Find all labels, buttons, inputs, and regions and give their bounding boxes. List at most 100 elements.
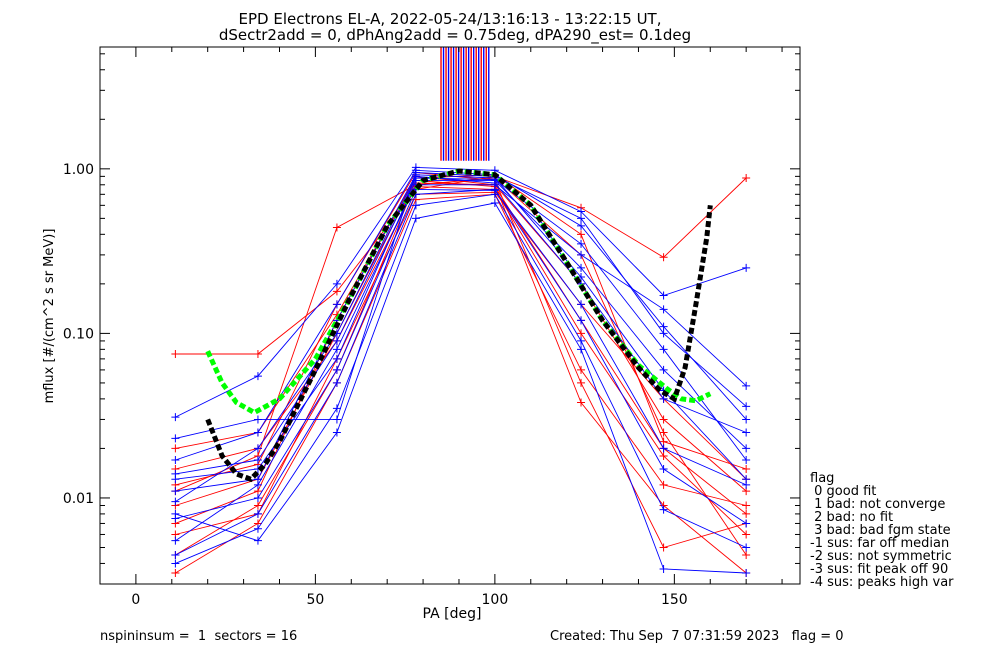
- series-5-point-2: [332, 223, 341, 232]
- footer-left: nspininsum = 1 sectors = 16: [100, 629, 297, 644]
- series-0-point-1: [253, 349, 262, 358]
- series-18-point-6: [659, 322, 668, 331]
- series-17-point-6: [659, 444, 668, 453]
- series-15-point-5: [577, 263, 586, 272]
- series-18-point-1: [253, 428, 262, 437]
- chart-title: EPD Electrons EL-A, 2022-05-24/13:16:13 …: [239, 10, 662, 28]
- series-20-point-2: [332, 336, 341, 345]
- series-8-point-5: [577, 365, 586, 374]
- series-11-point-6: [659, 329, 668, 338]
- series-20-point-1: [253, 456, 262, 465]
- series-11-point-7: [742, 402, 751, 411]
- plot-frame: [99, 46, 801, 585]
- series-line-8: [175, 193, 747, 574]
- series-11-point-1: [253, 415, 262, 424]
- legend-item-7: -4 sus: peaks high var: [810, 575, 954, 590]
- series-20-point-0: [171, 469, 180, 478]
- x-tick-label-1: 50: [306, 592, 324, 608]
- series-line-17: [175, 188, 747, 519]
- series-15-point-2: [332, 354, 341, 363]
- series-line-13: [175, 193, 747, 564]
- series-7-point-6: [659, 451, 668, 460]
- y-axis-label: mflux [#/(cm^2 s sr MeV)]: [42, 229, 57, 404]
- chart-subtitle: dSectr2add = 0, dPhAng2add = 0.75deg, dP…: [219, 26, 691, 45]
- series-line-5: [175, 177, 747, 556]
- y-tick-label-0: 0.01: [63, 491, 94, 507]
- footer-right: Created: Thu Sep 7 07:31:59 2023 flag = …: [550, 629, 844, 644]
- series-19-point-5: [577, 316, 586, 325]
- series-12-point-3: [411, 214, 420, 223]
- series-8-point-7: [742, 501, 751, 510]
- series-11-point-0: [171, 434, 180, 443]
- series-16-point-7: [742, 428, 751, 437]
- series-9-point-6: [659, 437, 668, 446]
- series-0-point-2: [332, 287, 341, 296]
- x-tick-label-3: 150: [661, 592, 688, 608]
- legend: flag 0 good fit 1 bad: not converge 2 ba…: [810, 471, 954, 590]
- series-5-point-7: [742, 551, 751, 560]
- series-17-point-2: [332, 365, 341, 374]
- series-10-point-0: [171, 413, 180, 422]
- series-line-10: [175, 166, 747, 418]
- legend-item-2: 2 bad: no fit: [810, 510, 893, 525]
- series-9-point-0: [171, 444, 180, 453]
- y-tick-label-1: 0.10: [63, 326, 94, 342]
- series-13-point-3: [411, 201, 420, 210]
- legend-item-5: -2 sus: not symmetric: [810, 549, 952, 564]
- series-12-point-5: [577, 345, 586, 354]
- series-line-20: [175, 177, 747, 475]
- legend-item-3: 3 bad: bad fgm state: [810, 523, 951, 538]
- series-18-point-5: [577, 221, 586, 230]
- series-7-point-5: [577, 329, 586, 338]
- series-line-7: [175, 186, 747, 535]
- legend-item-1: 1 bad: not converge: [810, 497, 945, 512]
- series-10-point-1: [253, 372, 262, 381]
- fit-curves-layer: [205, 168, 713, 483]
- series-line-14: [175, 184, 747, 542]
- series-16-point-6: [659, 394, 668, 403]
- series-8-point-0: [171, 568, 180, 577]
- series-20-point-7: [742, 456, 751, 465]
- series-2-point-5: [577, 398, 586, 407]
- series-17-point-1: [253, 493, 262, 502]
- series-19-point-1: [253, 509, 262, 518]
- series-12-point-2: [332, 428, 341, 437]
- series-3-point-7: [742, 509, 751, 518]
- series-10-point-6: [659, 291, 668, 300]
- series-10-point-7: [742, 263, 751, 272]
- series-19-point-4: [490, 185, 499, 194]
- series-11-point-5: [577, 214, 586, 223]
- series-line-2: [175, 182, 747, 574]
- y-tick-label-2: 1.00: [63, 162, 94, 178]
- series-line-19: [175, 188, 747, 556]
- series-14-point-2: [332, 345, 341, 354]
- series-13-point-1: [253, 524, 262, 533]
- series-9-point-7: [742, 464, 751, 473]
- series-16-point-0: [171, 497, 180, 506]
- series-line-9: [175, 174, 747, 470]
- series-18-point-2: [332, 300, 341, 309]
- series-19-point-6: [659, 464, 668, 473]
- series-12-point-4: [490, 198, 499, 207]
- series-2-point-1: [253, 501, 262, 510]
- series-7-point-7: [742, 530, 751, 539]
- x-axis-label: PA [deg]: [423, 606, 482, 622]
- series-12-point-7: [742, 568, 751, 577]
- fit-curve-black: [205, 168, 713, 483]
- series-line-11: [175, 172, 747, 439]
- series-12-point-6: [659, 565, 668, 574]
- series-0-point-0: [171, 349, 180, 358]
- series-14-point-0: [171, 536, 180, 545]
- series-8-point-6: [659, 480, 668, 489]
- legend-title: flag: [810, 471, 834, 486]
- series-1-point-6: [659, 543, 668, 552]
- series-10-point-2: [332, 279, 341, 288]
- series-19-point-0: [171, 551, 180, 560]
- series-18-point-7: [742, 415, 751, 424]
- series-11-point-2: [332, 415, 341, 424]
- series-14-point-7: [742, 381, 751, 390]
- legend-item-0: 0 good fit: [810, 484, 876, 499]
- series-line-16: [175, 175, 747, 502]
- series-21-point-0: [171, 487, 180, 496]
